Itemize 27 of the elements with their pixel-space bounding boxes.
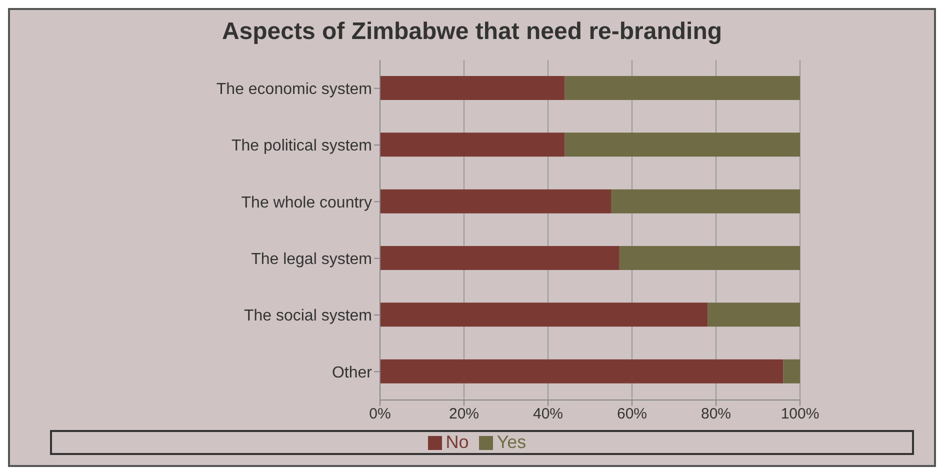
bar [380, 359, 784, 384]
bar [380, 246, 620, 270]
x-tick-label: 100% [780, 406, 820, 423]
x-tick-label: 80% [700, 406, 732, 423]
x-tick-label: 40% [532, 406, 564, 423]
bar [380, 302, 708, 327]
legend-label: No [446, 432, 469, 452]
legend-label: Yes [496, 432, 526, 452]
bar [708, 302, 800, 327]
bar [783, 359, 800, 384]
bar [611, 189, 800, 214]
bar [564, 132, 800, 157]
y-tick-label: Other [332, 364, 373, 382]
chart-title: Aspects of Zimbabwe that need re-branding [220, 17, 724, 47]
y-tick-label: The economic system [216, 81, 372, 98]
x-tick-label: 20% [448, 406, 480, 423]
y-tick-label: The social system [244, 308, 372, 325]
bar [619, 246, 800, 270]
x-tick-label: 0% [369, 406, 391, 423]
y-tick-label: The whole country [241, 194, 372, 212]
bar [380, 132, 565, 157]
y-tick-label: The legal system [251, 251, 372, 268]
bar [564, 76, 800, 100]
y-tick-label: The political system [232, 138, 372, 155]
bar [380, 189, 611, 214]
x-tick-label: 60% [616, 406, 648, 423]
bar [380, 76, 565, 100]
